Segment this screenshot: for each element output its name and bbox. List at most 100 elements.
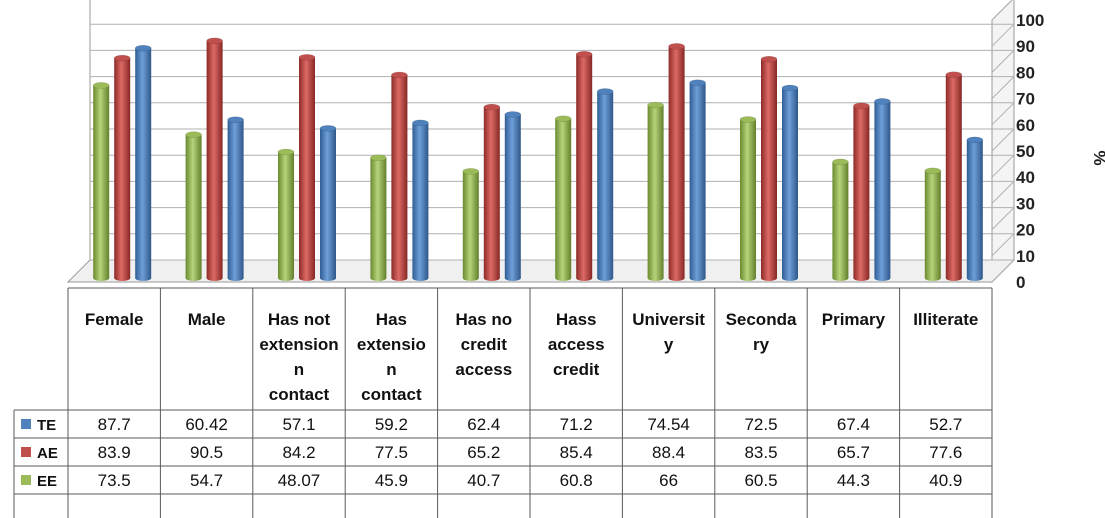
category-label-line: ry — [753, 335, 770, 354]
y-tick-label: 90 — [1016, 37, 1035, 56]
category-label: Has not extension n contact — [259, 310, 338, 404]
legend-label-te: TE — [37, 417, 56, 434]
data-label-te: 72.5 — [744, 415, 777, 434]
gridline-side — [991, 181, 1015, 204]
data-label-ee: 44.3 — [837, 471, 870, 490]
data-label-te: 59.2 — [375, 415, 408, 434]
bar-ae-5: AE Hass access credit: 85.4 — [575, 51, 593, 281]
gridline-side — [991, 0, 1013, 21]
category-label: Female — [85, 310, 144, 329]
gridline-side — [991, 102, 1015, 126]
category-label: Primary — [822, 310, 886, 329]
gridline-side — [991, 128, 1015, 152]
gridline-side — [991, 207, 1015, 230]
category-label: Male — [188, 310, 226, 329]
category-label-line: Illiterate — [913, 310, 978, 329]
category-label-line: Has no — [455, 310, 512, 329]
y-tick-label: 80 — [1016, 63, 1035, 82]
data-label-te: 87.7 — [98, 415, 131, 434]
category-label: Universit y — [632, 310, 705, 354]
data-label-ee: 60.8 — [560, 471, 593, 490]
bar-ee-5: EE Hass access credit: 60.8 — [554, 115, 572, 281]
bar-ae-3: AE Has extension contact: 77.5 — [391, 71, 408, 281]
data-label-ae: 77.5 — [375, 443, 408, 462]
data-label-ee: 40.7 — [467, 471, 500, 490]
category-label-line: Primary — [822, 310, 886, 329]
data-label-ae: 90.5 — [190, 443, 223, 462]
bar-te-8: TE Primary: 67.4 — [874, 98, 891, 281]
data-label-te: 71.2 — [560, 415, 593, 434]
data-label-ee: 73.5 — [98, 471, 131, 490]
bar-ee-0: EE Female: 73.5 — [92, 82, 110, 281]
category-label-line: access — [455, 360, 512, 379]
bar-ee-4: EE Has no credit access: 40.7 — [462, 168, 480, 281]
y-tick-label: 30 — [1016, 194, 1035, 213]
category-label-line: credit — [461, 335, 508, 354]
bar-te-3: TE Has extension contact: 59.2 — [412, 119, 429, 281]
category-label: Has extensio n contact — [357, 310, 426, 404]
data-label-te: 57.1 — [282, 415, 315, 434]
category-label: Illiterate — [913, 310, 978, 329]
category-label-line: access — [548, 335, 605, 354]
data-label-ee: 66 — [659, 471, 678, 490]
y-tick-label: 40 — [1016, 168, 1035, 187]
bar-ee-9: EE Illiterate: 40.9 — [924, 167, 942, 281]
category-label-line: extension — [259, 335, 338, 354]
data-label-ee: 45.9 — [375, 471, 408, 490]
bar-ae-1: AE Male: 90.5 — [206, 37, 223, 281]
data-label-ee: 60.5 — [744, 471, 777, 490]
category-label-line: n — [386, 360, 396, 379]
bar-te-9: TE Illiterate: 52.7 — [966, 136, 984, 281]
y-tick-label: 100 — [1016, 11, 1044, 30]
category-label-line: contact — [269, 385, 330, 404]
bar-te-5: TE Hass access credit: 71.2 — [596, 88, 614, 281]
legend-label-ee: EE — [37, 473, 57, 490]
bar-ee-3: EE Has extension contact: 45.9 — [370, 154, 387, 281]
data-label-ae: 83.9 — [98, 443, 131, 462]
category-label: Seconda ry — [726, 310, 797, 354]
data-label-te: 62.4 — [467, 415, 500, 434]
category-label-line: Universit — [632, 310, 705, 329]
bar-te-1: TE Male: 60.42 — [227, 116, 244, 281]
bar-ae-9: AE Illiterate: 77.6 — [945, 71, 963, 281]
data-label-ae: 84.2 — [282, 443, 315, 462]
category-label-line: Female — [85, 310, 144, 329]
data-label-te: 67.4 — [837, 415, 870, 434]
gridline-side — [991, 259, 1015, 283]
y-axis-label: % — [1090, 150, 1105, 165]
category-label: Hass access credit — [548, 310, 605, 379]
data-label-ae: 77.6 — [929, 443, 962, 462]
y-tick-label: 0 — [1016, 273, 1025, 292]
gridline-side — [991, 50, 1015, 73]
data-label-ae: 65.2 — [467, 443, 500, 462]
category-label-line: n — [294, 360, 304, 379]
bar-ee-1: EE Male: 54.7 — [185, 131, 202, 281]
bar-te-4: TE Has no credit access: 62.4 — [504, 111, 522, 281]
data-label-ae: 65.7 — [837, 443, 870, 462]
data-label-ae: 85.4 — [560, 443, 593, 462]
gridline-side — [991, 233, 1015, 257]
category-label-line: Has not — [268, 310, 331, 329]
category-label-line: Hass — [556, 310, 597, 329]
data-label-te: 74.54 — [647, 415, 690, 434]
y-tick-label: 20 — [1016, 221, 1035, 240]
y-tick-label: 70 — [1016, 90, 1035, 109]
legend-key-ae — [21, 447, 31, 457]
y-tick-label: 60 — [1016, 116, 1035, 135]
data-label-te: 60.42 — [185, 415, 228, 434]
bar-ee-8: EE Primary: 44.3 — [832, 158, 849, 281]
bar-te-2: TE Has not extension contact: 57.1 — [319, 125, 337, 281]
category-label-line: extensio — [357, 335, 426, 354]
bar-te-0: TE Female: 87.7 — [134, 44, 152, 281]
data-label-ee: 48.07 — [278, 471, 321, 490]
data-table: Female Male Has notextensionncontactHasext… — [13, 287, 993, 518]
gridline-side — [991, 23, 1015, 47]
category-label-line: Seconda — [726, 310, 797, 329]
data-label-ee: 40.9 — [929, 471, 962, 490]
category-label-line: y — [664, 335, 674, 354]
bar-ae-8: AE Primary: 65.7 — [853, 102, 870, 281]
